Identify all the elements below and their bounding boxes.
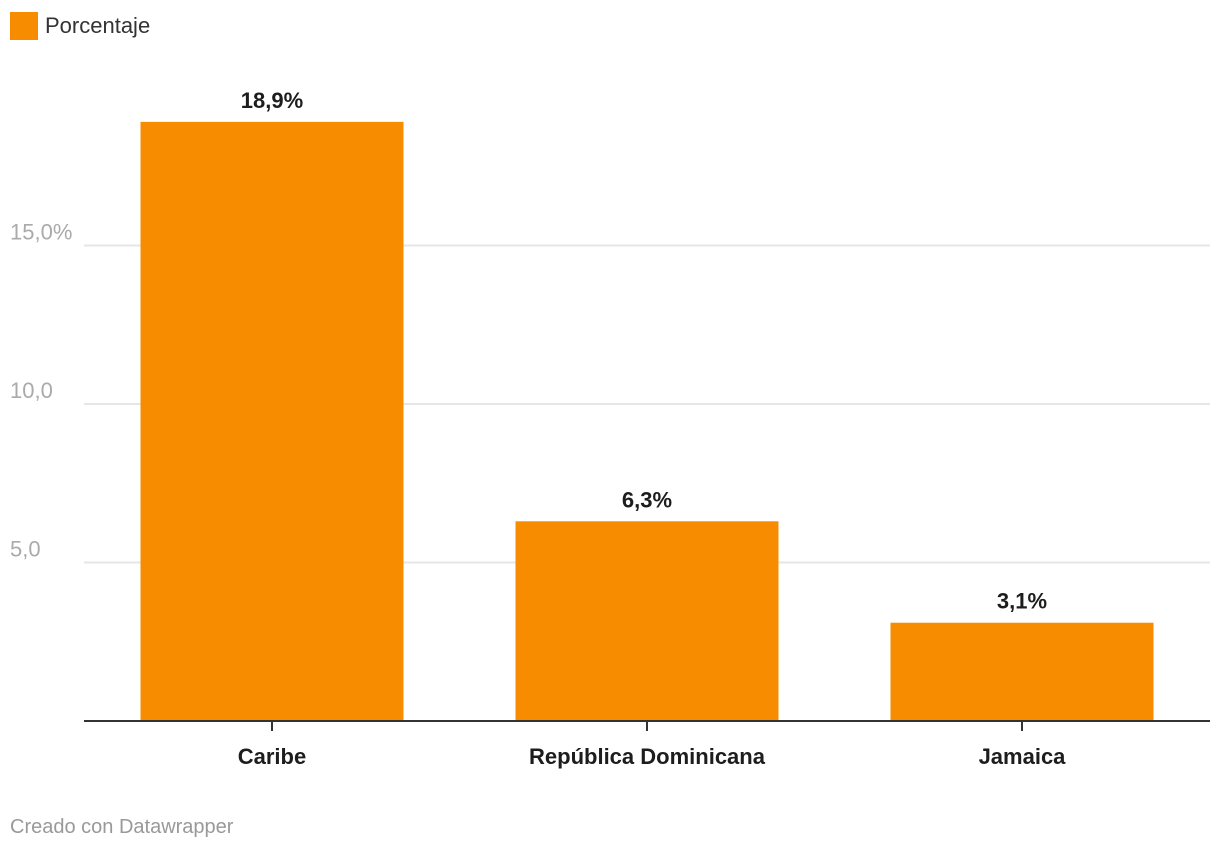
x-category-label: Jamaica	[979, 744, 1067, 769]
bar-value-label: 3,1%	[997, 589, 1047, 614]
bar	[890, 622, 1154, 721]
bar	[140, 121, 404, 722]
bar-value-label: 18,9%	[241, 88, 303, 113]
y-tick-label: 10,0	[10, 378, 53, 403]
legend-swatch	[10, 12, 38, 40]
x-category-label: Caribe	[238, 744, 306, 769]
y-tick-label: 5,0	[10, 537, 41, 562]
x-category-label: República Dominicana	[529, 744, 766, 769]
legend-label: Porcentaje	[45, 13, 151, 38]
bar-value-label: 6,3%	[622, 487, 672, 512]
y-tick-label: 15,0%	[10, 220, 72, 245]
legend: Porcentaje	[10, 12, 150, 40]
footer-credit: Creado con Datawrapper	[10, 816, 234, 838]
bar	[515, 521, 779, 721]
